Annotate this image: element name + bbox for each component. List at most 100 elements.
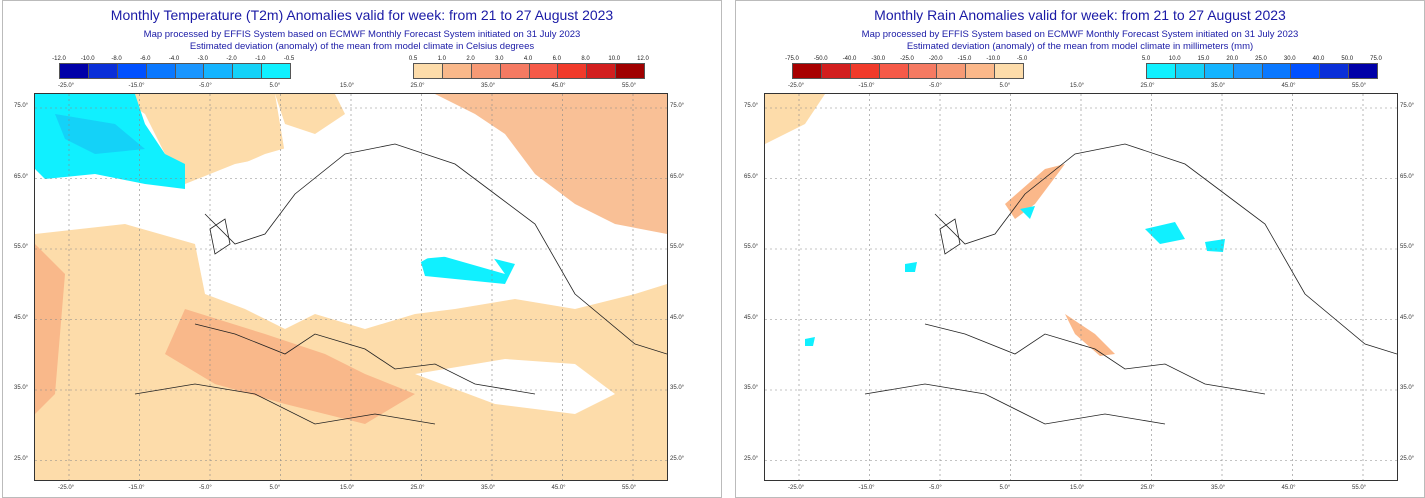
colorbar-negative-labels: -75.0 -50.0 -40.0 -30.0 -25.0 -20.0 -15.0 -10.0… <box>785 56 1027 64</box>
colorbar-swatch <box>1262 64 1292 78</box>
colorbar-swatch <box>616 64 644 78</box>
colorbar-swatch <box>587 64 617 78</box>
colorbar-swatch <box>1320 64 1350 78</box>
longitude-label: -15.0° <box>858 83 875 89</box>
colorbar-swatch <box>175 64 205 78</box>
anomaly-map-canvas <box>35 94 668 480</box>
colorbar-tick-label: -4.0 <box>168 56 180 62</box>
colorbar-swatch <box>1291 64 1321 78</box>
longitude-label: 25.0° <box>410 485 425 491</box>
temperature-map <box>34 93 668 481</box>
longitude-label: 25.0° <box>1140 83 1155 89</box>
colorbar-tick-label: -6.0 <box>140 56 151 62</box>
colorbar-swatch <box>558 64 588 78</box>
longitude-label: 35.0° <box>481 485 496 491</box>
colorbar-swatch <box>1233 64 1263 78</box>
colorbar-tick-label: -2.0 <box>226 56 237 62</box>
longitude-label: -15.0° <box>128 83 145 89</box>
colorbar-swatch <box>500 64 530 78</box>
longitude-label: 55.0° <box>622 485 637 491</box>
colorbar-tick-label: 4.0 <box>523 56 533 62</box>
latitude-label: 55.0° <box>14 244 29 250</box>
longitude-label: -25.0° <box>788 83 805 89</box>
colorbar-swatch <box>117 64 147 78</box>
colorbar-swatch <box>793 64 822 78</box>
colorbar-swatch <box>471 64 501 78</box>
graticule <box>765 94 1397 480</box>
colorbar-tick-label: -5.0 <box>1016 56 1028 62</box>
colorbar-swatch <box>879 64 909 78</box>
latitude-label: 45.0° <box>1400 314 1415 321</box>
longitude-label: 5.0° <box>999 83 1011 89</box>
colorbar-swatch <box>850 64 880 78</box>
colorbar-tick-label: -15.0 <box>957 56 972 62</box>
colorbar-tick-label: 50.0 <box>1341 56 1354 62</box>
colorbar-positive <box>1146 63 1378 79</box>
longitude-label: 25.0° <box>1140 485 1155 491</box>
longitude-label: -25.0° <box>788 485 805 491</box>
latitude-label: 25.0° <box>14 455 29 462</box>
longitude-label: 15.0° <box>340 485 355 491</box>
colorbar-swatch <box>60 64 89 78</box>
map-subtitle: Map processed by EFFIS System based on E… <box>861 29 1299 40</box>
colorbar-tick-label: 20.0 <box>1226 56 1239 62</box>
longitude-label: 35.0° <box>481 83 496 89</box>
longitude-label: -5.0° <box>929 83 942 89</box>
colorbar-swatch <box>1204 64 1234 78</box>
colorbar-tick-label: 0.5 <box>408 56 418 62</box>
dry-anomaly-areas <box>765 94 1115 356</box>
colorbar-swatch <box>262 64 290 78</box>
colorbar-tick-label: -10.0 <box>80 56 95 62</box>
colorbar-tick-label: 3.0 <box>495 56 504 62</box>
colorbar-swatch <box>442 64 472 78</box>
longitude-label: 15.0° <box>1070 83 1085 89</box>
colorbar-tick-label: 25.0 <box>1255 56 1267 62</box>
latitude-label: 65.0° <box>14 173 29 180</box>
temperature-anomaly-panel: Monthly Temperature (T2m) Anomalies vali… <box>2 0 722 498</box>
colorbar-tick-label: -0.5 <box>283 56 295 62</box>
colorbar-tick-label: -40.0 <box>842 56 857 62</box>
latitude-label: 55.0° <box>670 244 685 250</box>
colorbar-swatch <box>966 64 996 78</box>
colorbar-tick-label: 6.0 <box>552 56 561 62</box>
wet-anomaly-areas <box>805 206 1225 346</box>
map-units: Estimated deviation (anomaly) of the mea… <box>906 41 1254 52</box>
anomaly-map-canvas <box>765 94 1398 480</box>
longitude-label: -5.0° <box>199 485 212 491</box>
latitude-label: 65.0° <box>1400 173 1415 180</box>
longitude-label: 45.0° <box>551 83 566 89</box>
colorbar-tick-label: 8.0 <box>581 56 590 62</box>
graticule <box>35 94 667 480</box>
colorbar-positive-labels: 5.0 10.0 15.0 20.0 25.0 30.0 40.0 50.0 75.0 <box>1142 56 1382 64</box>
colorbar-negative-labels: -12.0 -10.0 -8.0 -6.0 -4.0 -3.0 -2.0 -1.0 -0.5 <box>52 56 294 64</box>
colorbar-swatch <box>908 64 938 78</box>
latitude-label: 25.0° <box>670 455 685 462</box>
longitude-label: -25.0° <box>58 83 75 89</box>
colorbar-tick-label: -1.0 <box>255 56 266 62</box>
colorbar-swatch <box>1349 64 1377 78</box>
longitude-label: -15.0° <box>858 485 875 491</box>
latitude-label: 65.0° <box>744 173 759 180</box>
colorbar-swatch <box>88 64 118 78</box>
map-units: Estimated deviation (anomaly) of the mea… <box>189 41 535 52</box>
rain-map <box>764 93 1398 481</box>
coastlines <box>864 143 1398 425</box>
latitude-label: 45.0° <box>14 314 29 321</box>
longitude-label: 45.0° <box>1281 485 1296 491</box>
colorbar-swatch <box>995 64 1023 78</box>
colorbar-tick-label: 2.0 <box>466 56 475 62</box>
longitude-label: 55.0° <box>1352 485 1367 491</box>
longitude-label: -15.0° <box>128 485 145 491</box>
no-anomaly-areas <box>185 134 615 414</box>
colorbar-tick-label: 1.0 <box>437 56 446 62</box>
colorbar-tick-label: 40.0 <box>1312 56 1325 62</box>
colorbar-tick-label: -10.0 <box>986 56 1001 62</box>
latitude-label: 55.0° <box>744 244 759 250</box>
colorbar-swatch <box>204 64 234 78</box>
longitude-label: -5.0° <box>199 83 212 89</box>
longitude-label: 5.0° <box>999 485 1011 491</box>
colorbar-positive-labels: 0.5 1.0 2.0 3.0 4.0 6.0 8.0 10.0 12.0 <box>409 56 649 64</box>
longitude-label: -25.0° <box>58 485 75 491</box>
map-title: Monthly Temperature (T2m) Anomalies vali… <box>110 7 614 23</box>
colorbar-swatch <box>821 64 851 78</box>
